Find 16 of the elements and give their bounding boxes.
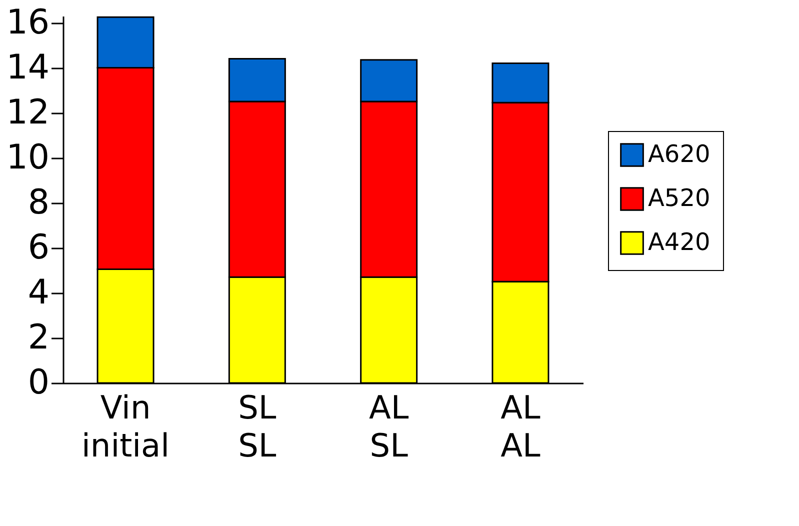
y-tick-label: 10 xyxy=(6,137,50,178)
y-tick-label: 6 xyxy=(28,227,50,268)
y-tick-label: 12 xyxy=(6,92,50,132)
y-tick-label: 8 xyxy=(28,182,50,222)
x-tick-label: SL SL xyxy=(238,388,276,464)
y-tick-label: 16 xyxy=(6,2,50,42)
y-tick-label: 0 xyxy=(28,362,50,402)
y-tick-label: 14 xyxy=(6,47,50,88)
y-tick-label: 2 xyxy=(28,317,50,358)
legend-label: A620 xyxy=(648,140,710,168)
y-tick-label: 4 xyxy=(28,272,50,312)
legend-label: A420 xyxy=(648,228,710,256)
x-tick-label: AL AL xyxy=(500,388,540,464)
legend-label: A520 xyxy=(648,184,710,212)
x-tick-label: Vin initial xyxy=(82,388,170,464)
x-tick-label: AL SL xyxy=(368,388,409,464)
